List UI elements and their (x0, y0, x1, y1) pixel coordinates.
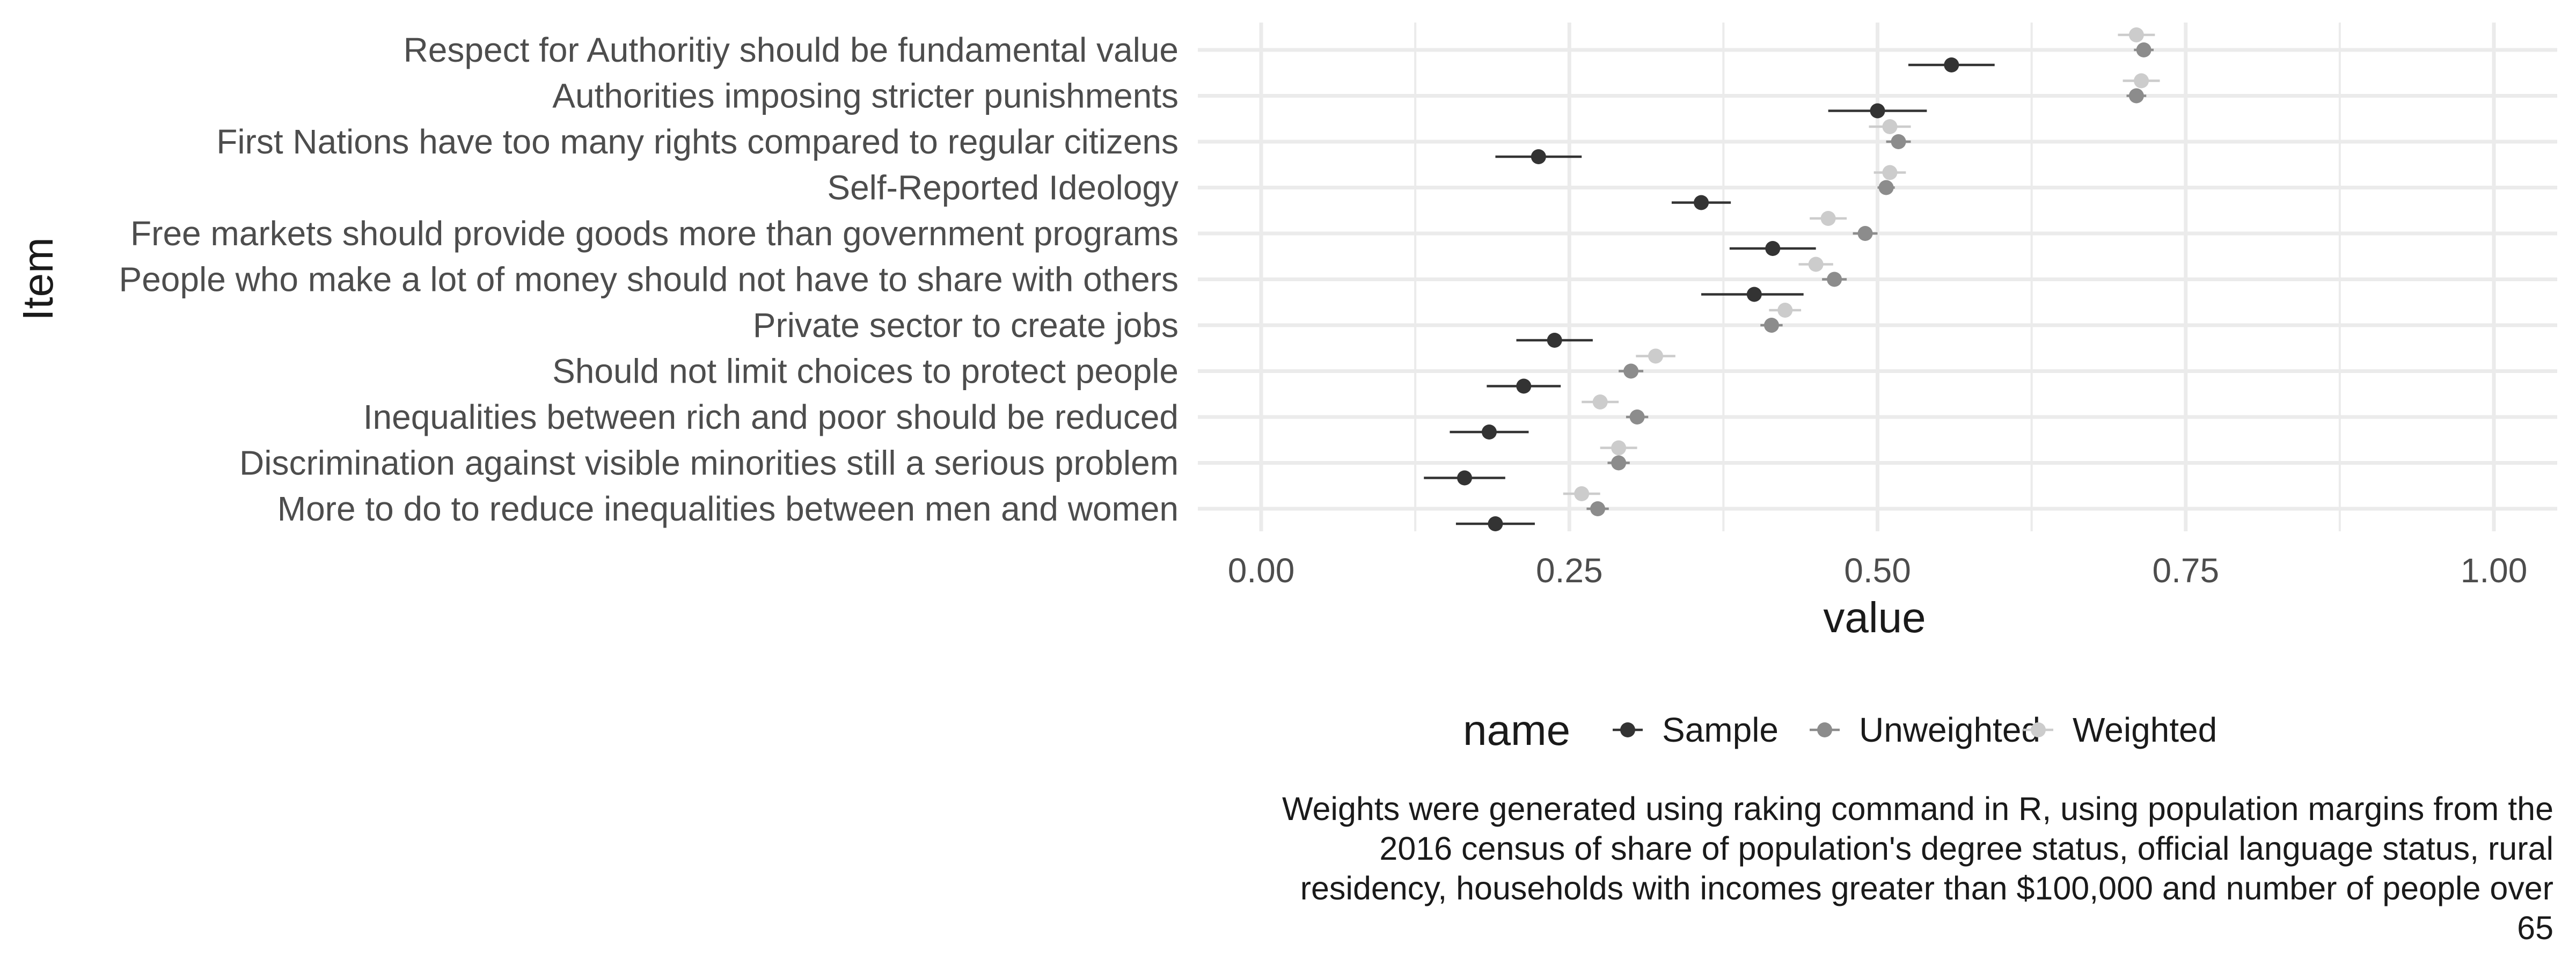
point-sample (1547, 333, 1562, 348)
point-weighted (1820, 211, 1836, 226)
legend-label: Weighted (2073, 711, 2217, 749)
panel-grid (1198, 23, 2557, 531)
x-axis-title: value (1823, 594, 1926, 641)
y-tick-label: Respect for Authoritiy should be fundame… (404, 31, 1179, 69)
point-unweighted (1629, 409, 1645, 425)
point-unweighted (1611, 455, 1627, 471)
point-weighted (1592, 394, 1608, 409)
point-sample (1516, 378, 1532, 394)
point-unweighted (1590, 501, 1606, 516)
x-tick-label: 0.50 (1844, 551, 1911, 590)
point-unweighted (2136, 42, 2151, 57)
legend: name Sample Unweighted Weighted (1463, 706, 2217, 754)
point-weighted (2128, 27, 2144, 42)
point-weighted (2134, 73, 2149, 89)
point-unweighted (1623, 363, 1639, 379)
chart-caption: Weights were generated using raking comm… (1282, 791, 2553, 946)
point-sample (1944, 57, 1959, 72)
point-unweighted (1827, 272, 1842, 287)
legend-label: Unweighted (1859, 711, 2040, 749)
point-sample (1481, 425, 1497, 440)
point-unweighted (1857, 226, 1873, 241)
legend-title: name (1463, 706, 1570, 754)
point-sample (1746, 287, 1762, 302)
legend-label: Sample (1662, 711, 1779, 749)
y-tick-label: Authorities imposing stricter punishment… (552, 77, 1179, 115)
y-tick-label: Self-Reported Ideology (827, 169, 1179, 207)
y-axis-tick-labels: Respect for Authoritiy should be fundame… (119, 31, 1179, 528)
point-sample (1870, 103, 1885, 119)
point-weighted (1882, 119, 1898, 134)
point-sample (1457, 470, 1473, 486)
data-marks (1424, 27, 2160, 531)
point-weighted (1611, 440, 1627, 456)
y-tick-label: More to do to reduce inequalities betwee… (277, 489, 1179, 528)
x-tick-label: 0.25 (1536, 551, 1603, 590)
point-weighted (1777, 303, 1793, 318)
point-sample (1765, 241, 1781, 256)
legend-key-sample (1620, 722, 1635, 737)
x-tick-label: 0.00 (1228, 551, 1295, 590)
y-tick-label: Discrimination against visible minoritie… (239, 444, 1179, 482)
legend-key-weighted (2031, 722, 2046, 737)
point-weighted (1808, 257, 1824, 272)
y-tick-label: Should not limit choices to protect peop… (552, 352, 1179, 391)
x-tick-label: 1.00 (2461, 551, 2528, 590)
y-axis-title: Item (14, 237, 62, 321)
point-unweighted (1878, 180, 1894, 195)
point-weighted (1648, 348, 1664, 364)
point-sample (1531, 149, 1546, 164)
point-sample (1694, 195, 1709, 210)
y-tick-label: People who make a lot of money should no… (119, 260, 1179, 299)
y-tick-label: Private sector to create jobs (753, 306, 1179, 345)
point-unweighted (2128, 88, 2144, 104)
y-tick-label: First Nations have too many rights compa… (216, 122, 1179, 161)
point-sample (1488, 516, 1503, 531)
legend-key-unweighted (1817, 722, 1832, 737)
y-tick-label: Free markets should provide goods more t… (130, 214, 1179, 253)
y-tick-label: Inequalities between rich and poor shoul… (363, 398, 1179, 436)
point-weighted (1882, 165, 1898, 180)
x-tick-label: 0.75 (2152, 551, 2219, 590)
x-axis-tick-labels: 0.00 0.25 0.50 0.75 1.00 (1228, 551, 2528, 590)
point-unweighted (1891, 134, 1906, 149)
point-weighted (1574, 486, 1590, 501)
point-unweighted (1763, 318, 1779, 333)
